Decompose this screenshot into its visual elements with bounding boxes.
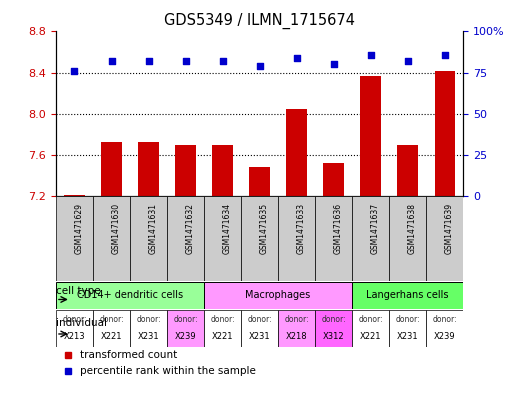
Bar — [426, 196, 463, 281]
Bar — [64, 195, 84, 196]
Point — [218, 58, 227, 64]
Text: GSM1471638: GSM1471638 — [408, 203, 417, 254]
Bar — [167, 310, 204, 347]
Bar — [389, 310, 426, 347]
Text: donor:: donor: — [321, 316, 346, 324]
Bar — [352, 310, 389, 347]
Bar — [323, 163, 344, 196]
Bar — [241, 310, 278, 347]
Text: percentile rank within the sample: percentile rank within the sample — [80, 366, 257, 376]
Bar — [130, 196, 167, 281]
Text: Langerhans cells: Langerhans cells — [366, 290, 449, 300]
Text: X221: X221 — [101, 332, 122, 341]
Text: GSM1471637: GSM1471637 — [371, 203, 380, 254]
Text: GSM1471630: GSM1471630 — [111, 203, 121, 254]
Bar — [278, 310, 315, 347]
Point — [366, 51, 375, 58]
Text: GSM1471632: GSM1471632 — [186, 203, 194, 254]
Text: X213: X213 — [64, 332, 86, 341]
Point — [70, 68, 78, 74]
Text: donor:: donor: — [173, 316, 198, 324]
Text: donor:: donor: — [62, 316, 87, 324]
Bar — [287, 109, 307, 196]
Bar — [56, 196, 93, 281]
Bar — [130, 310, 167, 347]
Text: X221: X221 — [360, 332, 381, 341]
Bar — [398, 145, 418, 196]
Title: GDS5349 / ILMN_1715674: GDS5349 / ILMN_1715674 — [164, 13, 355, 29]
Point — [404, 58, 412, 64]
Text: CD14+ dendritic cells: CD14+ dendritic cells — [77, 290, 183, 300]
Bar — [278, 196, 315, 281]
Text: donor:: donor: — [210, 316, 235, 324]
Point — [441, 51, 449, 58]
Text: GSM1471636: GSM1471636 — [333, 203, 343, 254]
Text: X231: X231 — [397, 332, 418, 341]
Text: X221: X221 — [212, 332, 233, 341]
Text: GSM1471633: GSM1471633 — [297, 203, 305, 254]
Bar — [204, 282, 352, 309]
Text: X218: X218 — [286, 332, 307, 341]
Point — [145, 58, 153, 64]
Text: X312: X312 — [323, 332, 345, 341]
Bar — [352, 196, 389, 281]
Bar — [93, 196, 130, 281]
Text: GSM1471631: GSM1471631 — [149, 203, 157, 254]
Bar — [315, 196, 352, 281]
Bar — [435, 71, 455, 196]
Text: X231: X231 — [249, 332, 270, 341]
Text: X239: X239 — [175, 332, 196, 341]
Text: GSM1471639: GSM1471639 — [445, 203, 454, 254]
Point — [293, 55, 301, 61]
Text: donor:: donor: — [285, 316, 309, 324]
Text: Macrophages: Macrophages — [245, 290, 310, 300]
Text: cell type: cell type — [56, 286, 101, 296]
Bar — [138, 142, 159, 196]
Text: GSM1471635: GSM1471635 — [260, 203, 269, 254]
Bar — [212, 145, 233, 196]
Bar — [241, 196, 278, 281]
Bar — [93, 310, 130, 347]
Bar — [56, 310, 93, 347]
Text: GSM1471629: GSM1471629 — [74, 203, 83, 254]
Text: donor:: donor: — [247, 316, 272, 324]
Text: donor:: donor: — [136, 316, 161, 324]
Point — [256, 63, 264, 69]
Text: individual: individual — [56, 318, 107, 328]
Text: donor:: donor: — [432, 316, 457, 324]
Text: X239: X239 — [434, 332, 456, 341]
Point — [182, 58, 190, 64]
Bar — [56, 282, 204, 309]
Bar — [426, 310, 463, 347]
Point — [107, 58, 116, 64]
Text: X231: X231 — [138, 332, 159, 341]
Bar — [101, 142, 122, 196]
Bar — [176, 145, 196, 196]
Bar — [204, 310, 241, 347]
Bar — [204, 196, 241, 281]
Text: donor:: donor: — [358, 316, 383, 324]
Bar — [315, 310, 352, 347]
Text: transformed count: transformed count — [80, 350, 178, 360]
Text: GSM1471634: GSM1471634 — [222, 203, 232, 254]
Text: donor:: donor: — [99, 316, 124, 324]
Bar — [389, 196, 426, 281]
Bar — [360, 76, 381, 196]
Text: donor:: donor: — [395, 316, 420, 324]
Bar — [249, 167, 270, 196]
Bar — [352, 282, 463, 309]
Point — [329, 61, 337, 68]
Bar — [167, 196, 204, 281]
